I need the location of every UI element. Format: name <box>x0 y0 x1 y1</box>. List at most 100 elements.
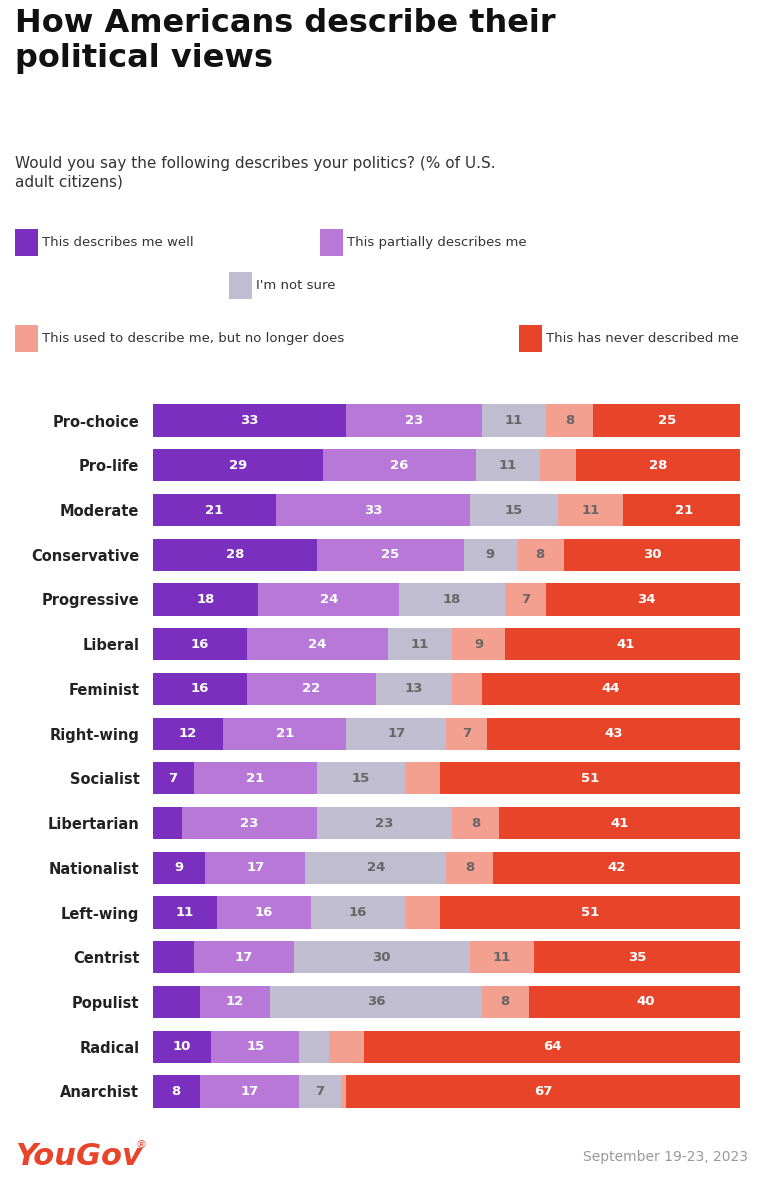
Bar <box>200 1075 299 1108</box>
Bar <box>153 986 200 1018</box>
Text: 16: 16 <box>191 683 209 696</box>
Bar <box>346 718 446 750</box>
Text: This partially describes me: This partially describes me <box>347 236 526 248</box>
Bar <box>182 806 317 839</box>
Text: 36: 36 <box>366 996 385 1008</box>
Text: This used to describe me, but no longer does: This used to describe me, but no longer … <box>42 332 344 344</box>
Text: 24: 24 <box>367 862 385 875</box>
Bar <box>452 806 499 839</box>
Bar <box>499 806 740 839</box>
Bar <box>246 628 388 660</box>
Text: 8: 8 <box>565 414 575 427</box>
Text: 16: 16 <box>191 637 209 650</box>
Text: 15: 15 <box>246 1040 265 1054</box>
Bar <box>481 986 529 1018</box>
Text: 28: 28 <box>226 548 244 562</box>
Text: 16: 16 <box>255 906 273 919</box>
Bar <box>317 539 464 571</box>
Text: 7: 7 <box>521 593 530 606</box>
Text: 11: 11 <box>581 504 600 516</box>
Text: This has never described me: This has never described me <box>546 332 739 344</box>
Bar <box>364 1031 740 1063</box>
Bar <box>464 539 517 571</box>
Text: 12: 12 <box>226 996 244 1008</box>
Bar <box>452 673 481 706</box>
Bar <box>153 762 194 794</box>
Text: 22: 22 <box>302 683 320 696</box>
Text: September 19-23, 2023: September 19-23, 2023 <box>583 1150 748 1164</box>
Bar <box>481 673 740 706</box>
Bar <box>153 896 217 929</box>
Bar <box>340 1075 346 1108</box>
Text: 25: 25 <box>658 414 676 427</box>
Text: 51: 51 <box>581 772 600 785</box>
Bar <box>153 1075 200 1108</box>
Text: 23: 23 <box>240 816 259 829</box>
Bar <box>534 941 740 973</box>
Bar <box>153 583 259 616</box>
Text: 26: 26 <box>390 458 408 472</box>
Bar <box>311 896 405 929</box>
Text: 18: 18 <box>443 593 462 606</box>
Bar <box>205 852 305 884</box>
Bar <box>546 404 594 437</box>
Bar <box>405 896 440 929</box>
Text: 9: 9 <box>474 637 483 650</box>
Bar <box>299 1031 329 1063</box>
Bar <box>346 404 481 437</box>
Text: 8: 8 <box>471 816 481 829</box>
Bar <box>153 404 346 437</box>
Text: 17: 17 <box>234 950 253 964</box>
Text: 11: 11 <box>175 906 194 919</box>
Bar <box>505 583 546 616</box>
Text: 23: 23 <box>405 414 423 427</box>
Bar <box>153 718 223 750</box>
Text: 51: 51 <box>581 906 600 919</box>
Bar <box>317 762 405 794</box>
Text: 7: 7 <box>315 1085 324 1098</box>
Text: 7: 7 <box>462 727 472 740</box>
Text: 42: 42 <box>607 862 626 875</box>
Text: 17: 17 <box>388 727 406 740</box>
Bar <box>153 628 246 660</box>
Bar <box>276 494 470 526</box>
Bar <box>246 673 376 706</box>
Text: 8: 8 <box>172 1085 181 1098</box>
Text: 15: 15 <box>505 504 523 516</box>
Bar <box>323 449 476 481</box>
Bar <box>517 539 564 571</box>
Bar <box>440 762 740 794</box>
Bar <box>540 449 575 481</box>
Text: 23: 23 <box>375 816 394 829</box>
Bar <box>223 718 346 750</box>
Text: 18: 18 <box>196 593 214 606</box>
Text: 24: 24 <box>308 637 327 650</box>
Text: 67: 67 <box>534 1085 552 1098</box>
Text: 35: 35 <box>628 950 646 964</box>
Bar <box>529 986 763 1018</box>
Text: I'm not sure: I'm not sure <box>256 280 335 292</box>
Bar <box>452 628 505 660</box>
Bar <box>153 449 323 481</box>
Text: 21: 21 <box>246 772 265 785</box>
Bar <box>305 852 446 884</box>
Bar <box>481 404 546 437</box>
Text: 41: 41 <box>610 816 629 829</box>
Text: 64: 64 <box>542 1040 562 1054</box>
Text: 41: 41 <box>617 637 635 650</box>
Bar <box>200 986 270 1018</box>
Bar <box>405 762 440 794</box>
Text: 11: 11 <box>499 458 517 472</box>
Bar <box>153 539 317 571</box>
Text: ®: ® <box>136 1140 146 1150</box>
Text: 28: 28 <box>649 458 667 472</box>
Bar <box>440 896 740 929</box>
Text: 11: 11 <box>505 414 523 427</box>
Bar <box>346 1075 740 1108</box>
Bar <box>259 583 399 616</box>
Text: This describes me well: This describes me well <box>42 236 194 248</box>
Bar <box>388 628 452 660</box>
Text: 21: 21 <box>675 504 694 516</box>
Text: 10: 10 <box>172 1040 192 1054</box>
Bar <box>153 806 182 839</box>
